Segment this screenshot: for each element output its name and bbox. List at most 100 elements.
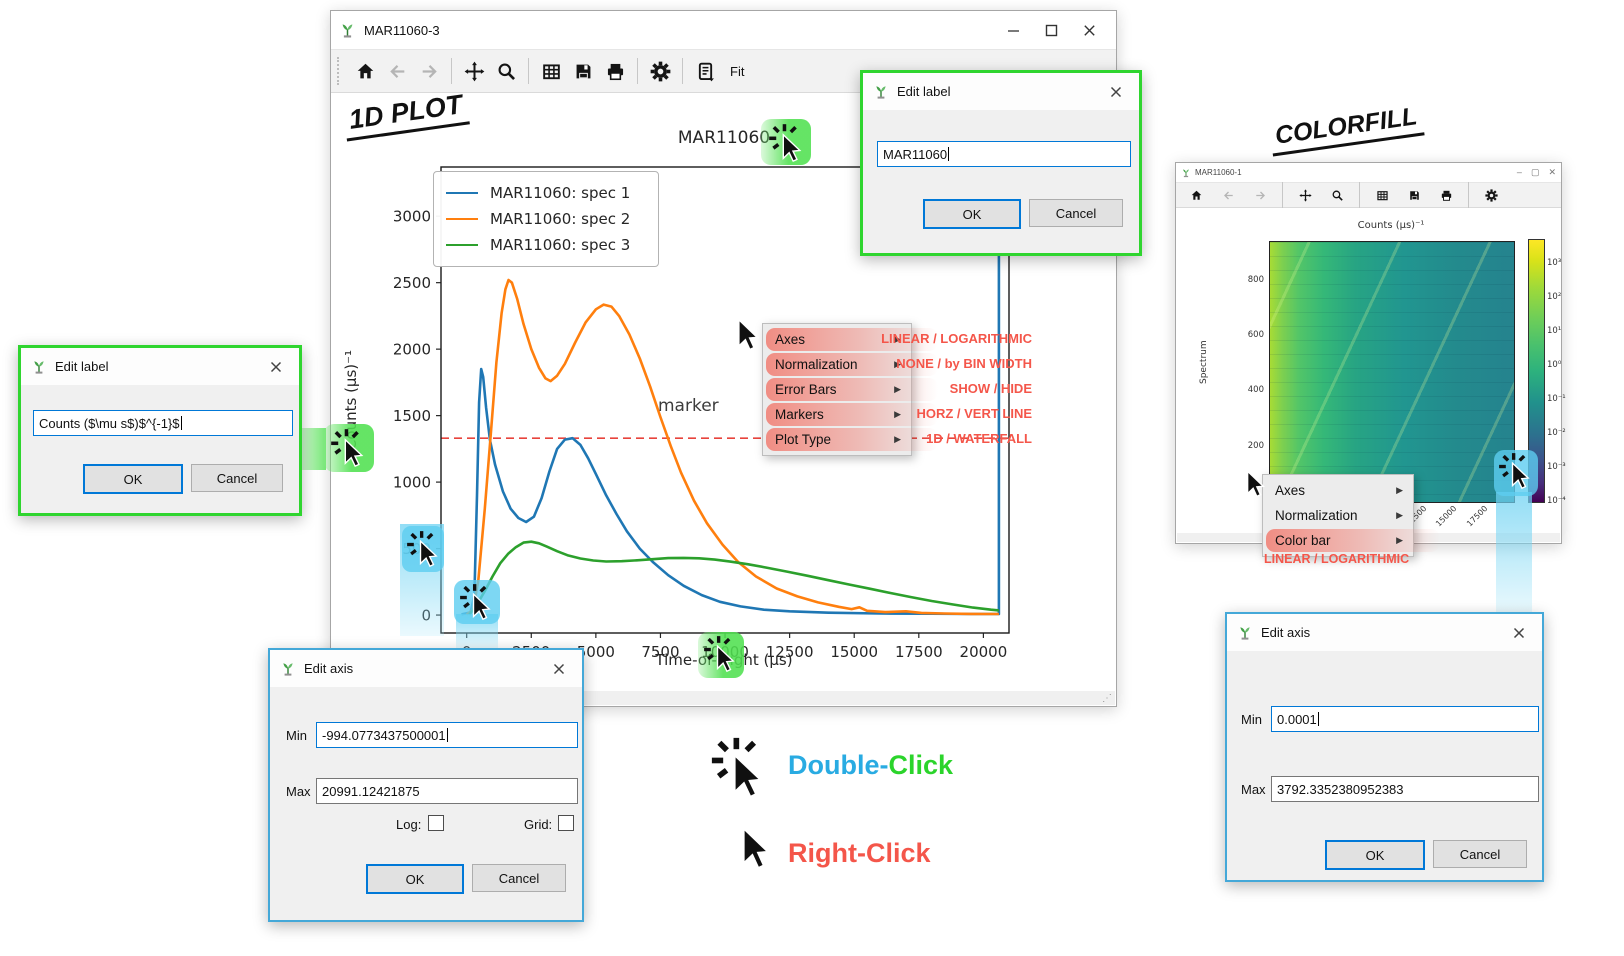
double-click-cursor-icon xyxy=(710,736,774,800)
submenu-arrow-icon: ▶ xyxy=(894,334,901,344)
toolbar-icon-back-icon[interactable] xyxy=(381,55,413,87)
min-input[interactable]: 0.0001 xyxy=(1271,706,1539,732)
toolbar-icon-pan-icon[interactable] xyxy=(458,55,490,87)
legend-line-swatch xyxy=(446,244,478,246)
menu-item-markers[interactable]: Markers ▶ xyxy=(763,402,938,427)
svg-text:17500: 17500 xyxy=(895,643,943,661)
colorbar-tick: 10⁻³ xyxy=(1547,462,1566,472)
toolbar-icon-zoom-to-rectangle-icon[interactable] xyxy=(1321,179,1353,211)
toolbar-icon-customize-icon[interactable] xyxy=(644,55,676,87)
toolbar-icon-forward-icon[interactable] xyxy=(1244,179,1276,211)
colorfill-y-label[interactable]: Spectrum xyxy=(1199,340,1209,384)
edit-label-dialog-title: Edit label MAR11060 OK Cancel xyxy=(860,70,1142,256)
app-logo-icon xyxy=(280,661,296,677)
colorfill-title[interactable]: Counts (μs)⁻¹ xyxy=(1357,220,1425,231)
toolbar-icon-customize-icon[interactable] xyxy=(1475,179,1507,211)
dialog-title: Edit label xyxy=(897,84,951,99)
app-logo-icon xyxy=(1181,168,1191,178)
close-icon[interactable] xyxy=(1506,620,1532,646)
marker-label: marker xyxy=(658,396,719,416)
min-label: Min xyxy=(286,728,307,743)
label-input[interactable]: Counts ($\mu s$)$^{-1}$ xyxy=(33,410,293,436)
ok-button[interactable]: OK xyxy=(83,464,183,494)
toolbar-icon-print-icon[interactable] xyxy=(1430,179,1462,211)
edit-axis-dialog-x: Edit axis Min -994.0773437500001 Max 209… xyxy=(268,648,584,922)
ok-button[interactable]: OK xyxy=(1325,840,1425,870)
cancel-button[interactable]: Cancel xyxy=(1433,840,1527,868)
menu-item-label: Axes xyxy=(775,332,806,347)
submenu-arrow-icon: ▶ xyxy=(894,434,901,444)
colorbar-tick: 10² xyxy=(1547,292,1562,302)
right-click-cursor-icon xyxy=(733,317,761,354)
menu-item-axes[interactable]: Axes ▶ xyxy=(1263,478,1413,503)
close-icon[interactable] xyxy=(263,354,289,380)
menu-item-plot-type[interactable]: Plot Type ▶ xyxy=(763,427,938,452)
svg-text:7500: 7500 xyxy=(641,643,679,661)
menu-item-axes[interactable]: Axes ▶ xyxy=(763,327,938,352)
toolbar-icon-grid-icon[interactable] xyxy=(535,55,567,87)
close-button[interactable]: ✕ xyxy=(1548,167,1556,177)
menu-item-normalization[interactable]: Normalization ▶ xyxy=(763,352,938,377)
colorfill-titlebar: MAR11060-1 – ▢ ✕ xyxy=(1176,163,1561,182)
toolbar-icon-save-icon[interactable] xyxy=(1398,179,1430,211)
legend-item: MAR11060: spec 3 xyxy=(446,232,646,258)
svg-text:1000: 1000 xyxy=(393,474,431,492)
menu-item-error-bars[interactable]: Error Bars ▶ xyxy=(763,377,938,402)
svg-text:3000: 3000 xyxy=(393,208,431,226)
edit-label-dialog-ylabel: Edit label Counts ($\mu s$)$^{-1}$ OK Ca… xyxy=(18,345,302,516)
grid-checkbox[interactable] xyxy=(558,815,574,831)
window-title: MAR11060-3 xyxy=(364,22,440,38)
cancel-button[interactable]: Cancel xyxy=(472,864,566,892)
fit-button[interactable]: Fit xyxy=(730,63,745,79)
toolbar-icon-home-icon[interactable] xyxy=(1180,179,1212,211)
toolbar-separator xyxy=(1359,182,1360,208)
menu-item-label: Normalization xyxy=(775,357,858,372)
menu-hint-normalization: NONE / by BIN WIDTH xyxy=(896,356,1032,371)
ok-button[interactable]: OK xyxy=(923,199,1021,229)
toolbar-icon-back-icon[interactable] xyxy=(1212,179,1244,211)
menu-hint-error-bars: SHOW / HIDE xyxy=(949,381,1032,396)
toolbar-drag-handle[interactable] xyxy=(337,57,343,85)
toolbar-separator xyxy=(682,58,683,84)
heatmap-image[interactable] xyxy=(1269,241,1515,503)
log-checkbox[interactable] xyxy=(428,815,444,831)
y-axis-label[interactable]: Counts (μs)⁻¹ xyxy=(342,349,360,451)
resize-grip-icon[interactable]: ⋰ xyxy=(1102,693,1112,704)
close-icon[interactable] xyxy=(546,656,572,682)
dialog-titlebar: Edit label xyxy=(21,348,299,385)
svg-text:20000: 20000 xyxy=(960,643,1008,661)
toolbar-icon-zoom-to-rectangle-icon[interactable] xyxy=(490,55,522,87)
minimize-button[interactable] xyxy=(994,16,1032,44)
colorbar[interactable] xyxy=(1528,239,1545,503)
toolbar-icon-save-icon[interactable] xyxy=(567,55,599,87)
ok-button[interactable]: OK xyxy=(366,864,464,894)
legend-item: MAR11060: spec 1 xyxy=(446,180,646,206)
toolbar-icon-grid-icon[interactable] xyxy=(1366,179,1398,211)
toolbar-icon-print-icon[interactable] xyxy=(599,55,631,87)
toolbar-icon-generate-script-icon[interactable] xyxy=(689,55,721,87)
close-icon[interactable] xyxy=(1103,79,1129,105)
app-logo-icon xyxy=(873,84,889,100)
max-input[interactable]: 20991.12421875 xyxy=(316,778,578,804)
label-input[interactable]: MAR11060 xyxy=(877,141,1131,167)
min-input[interactable]: -994.0773437500001 xyxy=(316,722,578,748)
toolbar-separator xyxy=(1282,182,1283,208)
cancel-button[interactable]: Cancel xyxy=(1029,199,1123,227)
maximize-button[interactable] xyxy=(1032,16,1070,44)
maximize-button[interactable]: ▢ xyxy=(1530,167,1540,177)
log-label: Log: xyxy=(396,817,422,832)
svg-text:15000: 15000 xyxy=(830,643,878,661)
close-button[interactable] xyxy=(1070,16,1108,44)
menu-item-color-bar[interactable]: Color bar ▶ xyxy=(1263,528,1440,553)
toolbar-icon-pan-icon[interactable] xyxy=(1289,179,1321,211)
legend-label: MAR11060: spec 1 xyxy=(490,184,631,202)
svg-text:5000: 5000 xyxy=(577,643,615,661)
max-input[interactable]: 3792.3352380952383 xyxy=(1271,776,1539,802)
toolbar-icon-home-icon[interactable] xyxy=(349,55,381,87)
double-click-cursor-icon xyxy=(406,530,444,568)
plot-title[interactable]: MAR11060 xyxy=(677,128,771,148)
toolbar-icon-forward-icon[interactable] xyxy=(413,55,445,87)
cancel-button[interactable]: Cancel xyxy=(191,464,283,492)
minimize-button[interactable]: – xyxy=(1516,167,1522,177)
menu-item-normalization[interactable]: Normalization ▶ xyxy=(1263,503,1413,528)
